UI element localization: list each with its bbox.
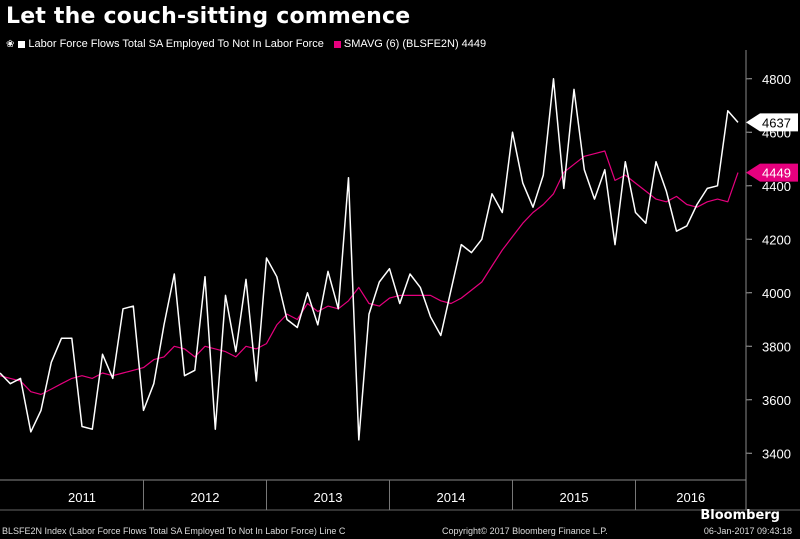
last-value-tags: 4637 4449 bbox=[746, 113, 798, 182]
footer-copyright: Copyright© 2017 Bloomberg Finance L.P. bbox=[442, 526, 608, 536]
footer-source: BLSFE2N Index (Labor Force Flows Total S… bbox=[2, 526, 346, 536]
footer-bar: BLSFE2N Index (Labor Force Flows Total S… bbox=[0, 525, 800, 539]
y-tick-label: 4000 bbox=[762, 286, 791, 301]
legend-label-series-2: SMAVG (6) (BLSFE2N) 4449 bbox=[343, 38, 487, 50]
legend-item-series-2: SMAVG (6) (BLSFE2N) 4449 bbox=[333, 38, 487, 50]
footer-timestamp: 06-Jan-2017 09:43:18 bbox=[703, 526, 792, 536]
last-value-label-series-1: 4637 bbox=[762, 115, 791, 130]
x-tick-label: 2014 bbox=[437, 490, 466, 505]
bloomberg-logo: Bloomberg bbox=[700, 508, 780, 523]
x-axis: 2011 2012 2013 2014 2015 2016 bbox=[68, 480, 705, 510]
last-value-label-series-2: 4449 bbox=[762, 166, 791, 181]
y-tick-label: 3800 bbox=[762, 339, 791, 354]
y-tick-label: 4400 bbox=[762, 179, 791, 194]
x-tick-label: 2011 bbox=[68, 490, 96, 505]
x-tick-label: 2012 bbox=[191, 490, 220, 505]
y-tick-label: 3400 bbox=[762, 446, 791, 461]
y-tick-label: 3600 bbox=[762, 393, 791, 408]
legend-item-series-1: Labor Force Flows Total SA Employed To N… bbox=[18, 38, 324, 50]
legend-marker-icon: ❀ bbox=[6, 38, 15, 50]
x-tick-label: 2016 bbox=[676, 490, 705, 505]
x-tick-label: 2013 bbox=[314, 490, 343, 505]
legend-label-series-1: Labor Force Flows Total SA Employed To N… bbox=[28, 38, 324, 50]
series-line-labor-force-flows bbox=[0, 78, 739, 441]
last-value-tag-series-2 bbox=[746, 163, 798, 182]
x-tick-label: 2015 bbox=[560, 490, 589, 505]
chart-title: Let the couch-sitting commence bbox=[6, 4, 411, 29]
legend: ❀ Labor Force Flows Total SA Employed To… bbox=[6, 38, 492, 50]
y-tick-label: 4200 bbox=[762, 232, 791, 247]
y-tick-label: 4800 bbox=[762, 72, 791, 87]
series-line-smavg bbox=[0, 150, 739, 395]
plot-area bbox=[0, 50, 800, 511]
legend-swatch-white bbox=[18, 40, 26, 48]
last-value-tag-series-1 bbox=[746, 113, 798, 132]
legend-swatch-magenta bbox=[333, 40, 341, 48]
